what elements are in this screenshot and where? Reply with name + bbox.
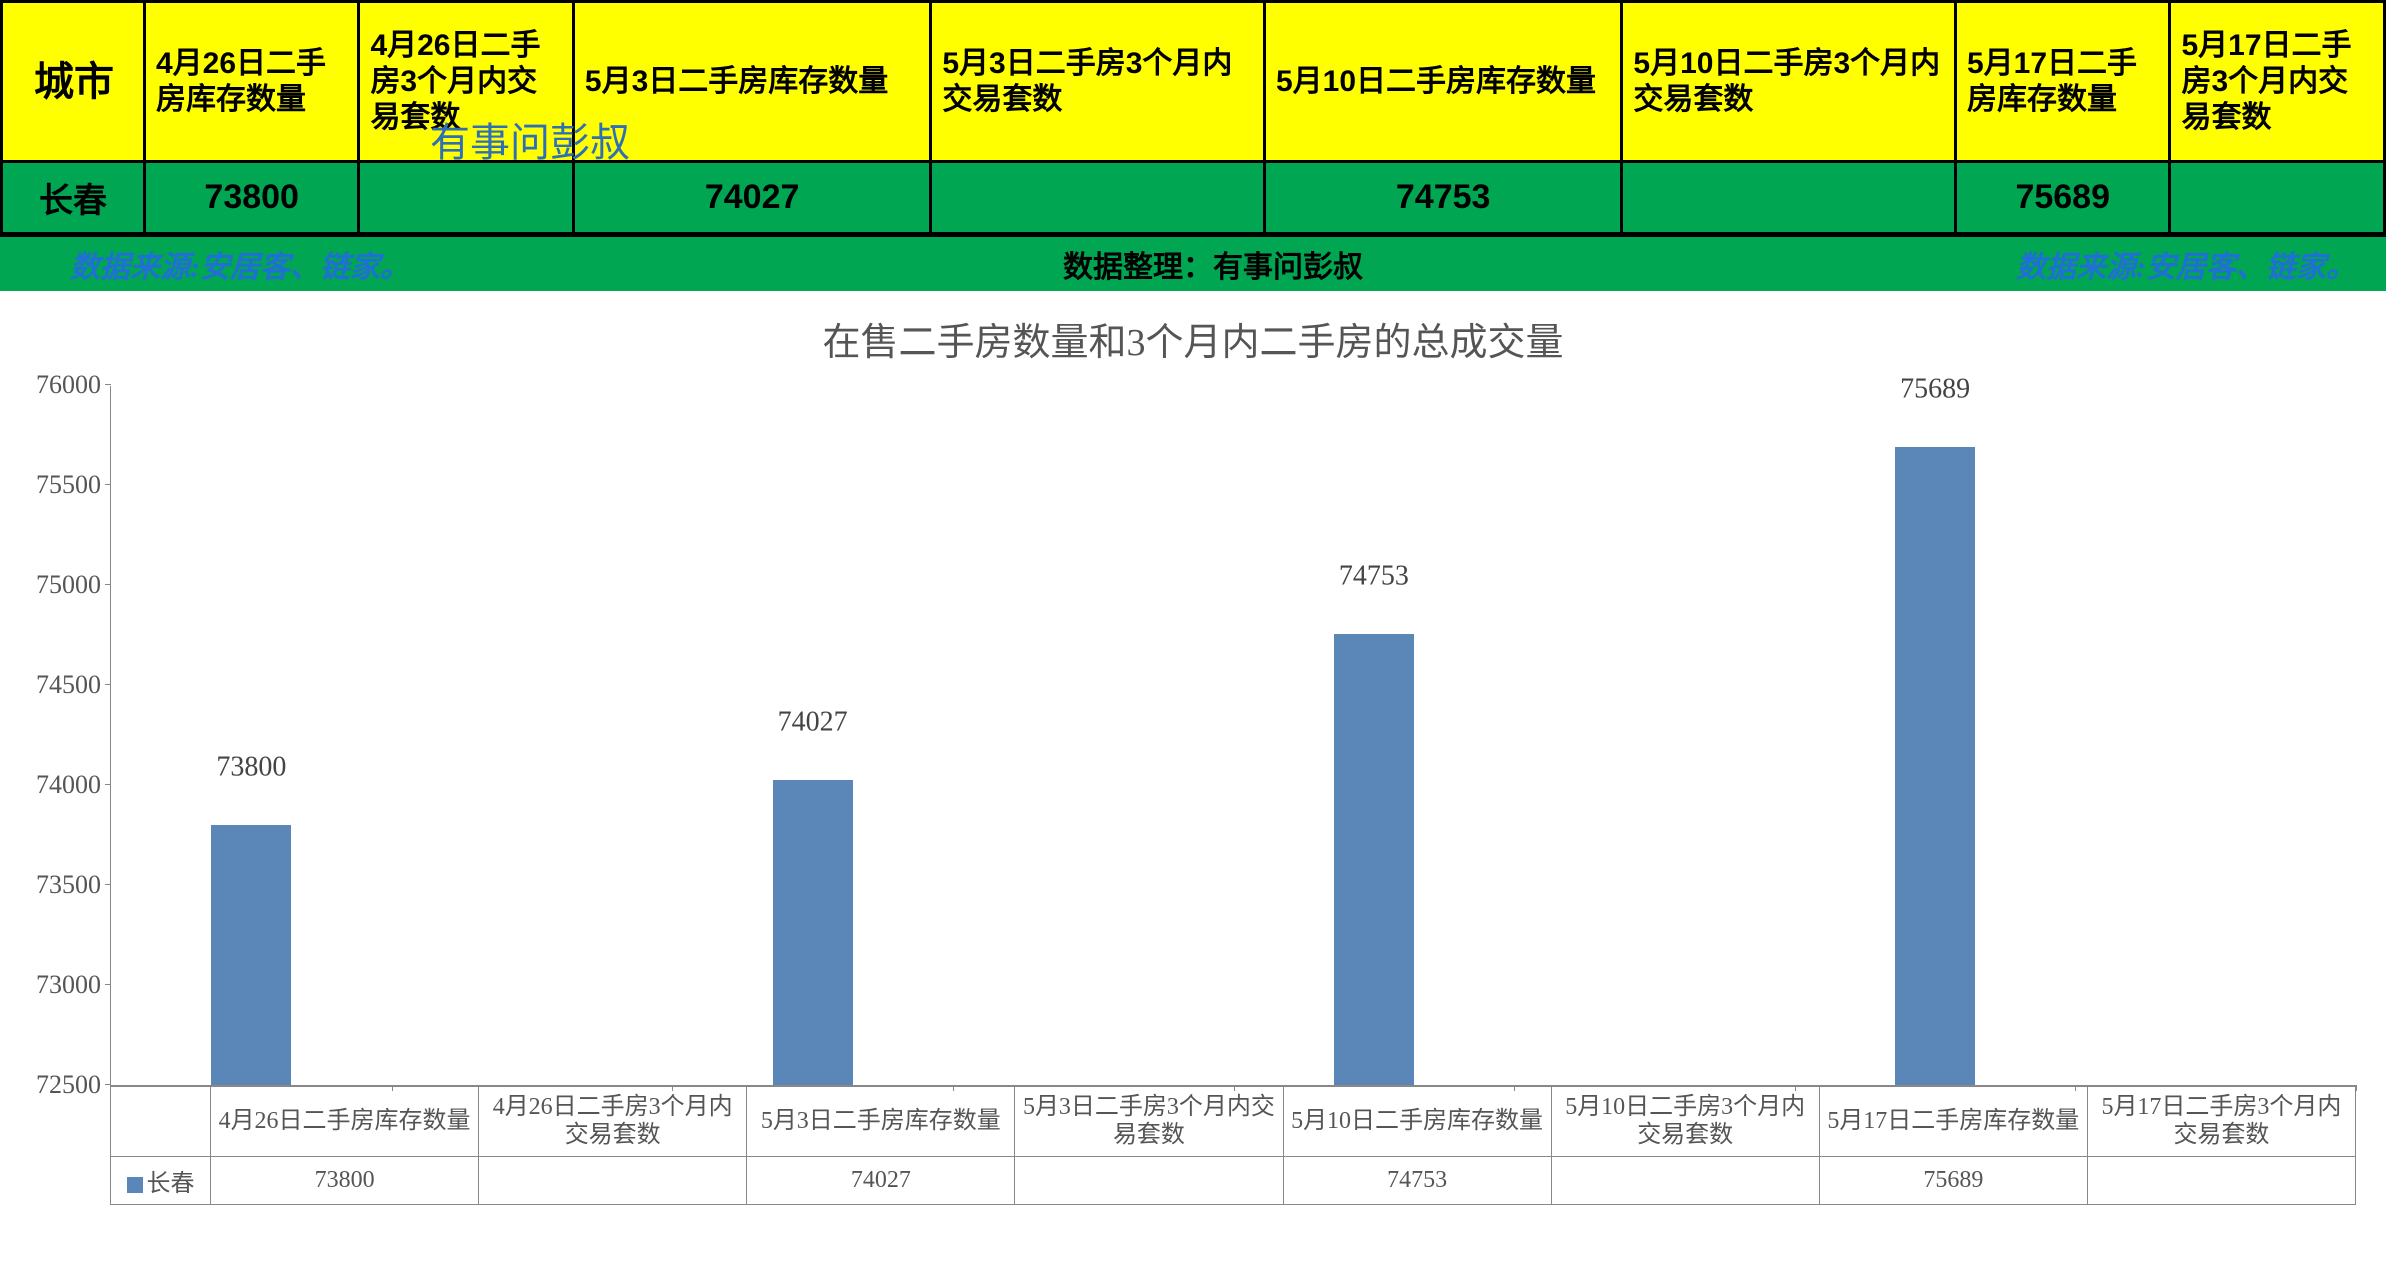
- table-header: 5月10日二手房3个月内交易套数: [1622, 2, 1956, 162]
- y-tick-label: 73500: [21, 870, 101, 900]
- table-header: 4月26日二手房3个月内交易套数: [359, 2, 573, 162]
- chart-category-label: 5月17日二手房库存数量: [1819, 1087, 2087, 1157]
- bar: [1334, 634, 1414, 1085]
- bar-value-label: 74027: [778, 706, 848, 738]
- chart-value-cell: [1551, 1157, 1819, 1205]
- chart-category-label: 5月10日二手房库存数量: [1283, 1087, 1551, 1157]
- chart: 在售二手房数量和3个月内二手房的总成交量 7250073000735007400…: [0, 291, 2386, 1215]
- chart-value-cell: 74753: [1283, 1157, 1551, 1205]
- y-tick-label: 75500: [21, 470, 101, 500]
- table-header: 5月3日二手房3个月内交易套数: [931, 2, 1265, 162]
- bar-value-label: 73800: [216, 751, 286, 783]
- source-bar: 数据来源:安居客、链家。 数据整理：有事问彭叔 数据来源:安居客、链家。: [0, 235, 2386, 291]
- y-tick-label: 74000: [21, 770, 101, 800]
- chart-category-label: 4月26日二手房3个月内交易套数: [479, 1087, 747, 1157]
- table-cell: [359, 162, 573, 234]
- chart-series-name: 长春: [111, 1157, 211, 1205]
- table-cell: [1622, 162, 1956, 234]
- chart-value-cell: [2087, 1157, 2355, 1205]
- chart-value-cell: 75689: [1819, 1157, 2087, 1205]
- table-cell: [2170, 162, 2385, 234]
- source-right: 数据来源:安居客、链家。: [1363, 242, 2386, 286]
- chart-value-cell: 74027: [747, 1157, 1015, 1205]
- chart-category-row: 4月26日二手房库存数量4月26日二手房3个月内交易套数5月3日二手房库存数量5…: [111, 1087, 2356, 1157]
- y-tick-label: 73000: [21, 970, 101, 1000]
- bar: [773, 780, 853, 1085]
- legend-swatch: [127, 1177, 143, 1193]
- table-header: 5月17日二手房3个月内交易套数: [2170, 2, 2385, 162]
- chart-category-label: 5月10日二手房3个月内交易套数: [1551, 1087, 1819, 1157]
- chart-value-cell: [479, 1157, 747, 1205]
- chart-table-corner: [111, 1087, 211, 1157]
- table-header: 5月10日二手房库存数量: [1264, 2, 1621, 162]
- chart-value-cell: 73800: [211, 1157, 479, 1205]
- table-header: 5月3日二手房库存数量: [573, 2, 930, 162]
- chart-category-label: 5月17日二手房3个月内交易套数: [2087, 1087, 2355, 1157]
- bar-value-label: 75689: [1900, 374, 1970, 406]
- table-cell: 74753: [1264, 162, 1621, 234]
- y-tick-label: 72500: [21, 1070, 101, 1100]
- chart-title: 在售二手房数量和3个月内二手房的总成交量: [10, 311, 2376, 366]
- y-tick-label: 76000: [21, 370, 101, 400]
- chart-category-label: 5月3日二手房3个月内交易套数: [1015, 1087, 1283, 1157]
- table-cell: 73800: [144, 162, 358, 234]
- y-tick-label: 74500: [21, 670, 101, 700]
- chart-plot-area: 7250073000735007400074500750007550076000…: [110, 386, 2356, 1086]
- chart-category-label: 4月26日二手房库存数量: [211, 1087, 479, 1157]
- table-cell: 74027: [573, 162, 930, 234]
- chart-value-row: 长春73800 74027 74753 75689: [111, 1157, 2356, 1205]
- table-cell: 75689: [1956, 162, 2170, 234]
- table-cell: [931, 162, 1265, 234]
- y-tick-label: 75000: [21, 570, 101, 600]
- table-data-row: 长春73800 74027 74753 75689: [2, 162, 2385, 234]
- table-header-row: 城市4月26日二手房库存数量4月26日二手房3个月内交易套数5月3日二手房库存数…: [2, 2, 2385, 162]
- chart-data-table: 4月26日二手房库存数量4月26日二手房3个月内交易套数5月3日二手房库存数量5…: [110, 1086, 2356, 1205]
- bar: [1895, 447, 1975, 1085]
- table-header: 5月17日二手房库存数量: [1956, 2, 2170, 162]
- table-header: 城市: [2, 2, 145, 162]
- bar-value-label: 74753: [1339, 561, 1409, 593]
- inventory-table: 城市4月26日二手房库存数量4月26日二手房3个月内交易套数5月3日二手房库存数…: [0, 0, 2386, 235]
- bar: [211, 825, 291, 1085]
- table-header: 4月26日二手房库存数量: [144, 2, 358, 162]
- source-mid: 数据整理：有事问彭叔: [1063, 242, 1363, 286]
- source-left: 数据来源:安居客、链家。: [0, 242, 1063, 286]
- chart-category-label: 5月3日二手房库存数量: [747, 1087, 1015, 1157]
- chart-value-cell: [1015, 1157, 1283, 1205]
- table-cell-city: 长春: [2, 162, 145, 234]
